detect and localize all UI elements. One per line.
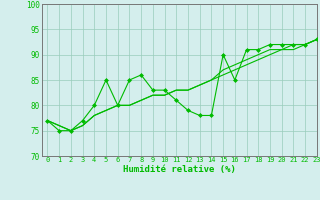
X-axis label: Humidité relative (%): Humidité relative (%) [123,165,236,174]
